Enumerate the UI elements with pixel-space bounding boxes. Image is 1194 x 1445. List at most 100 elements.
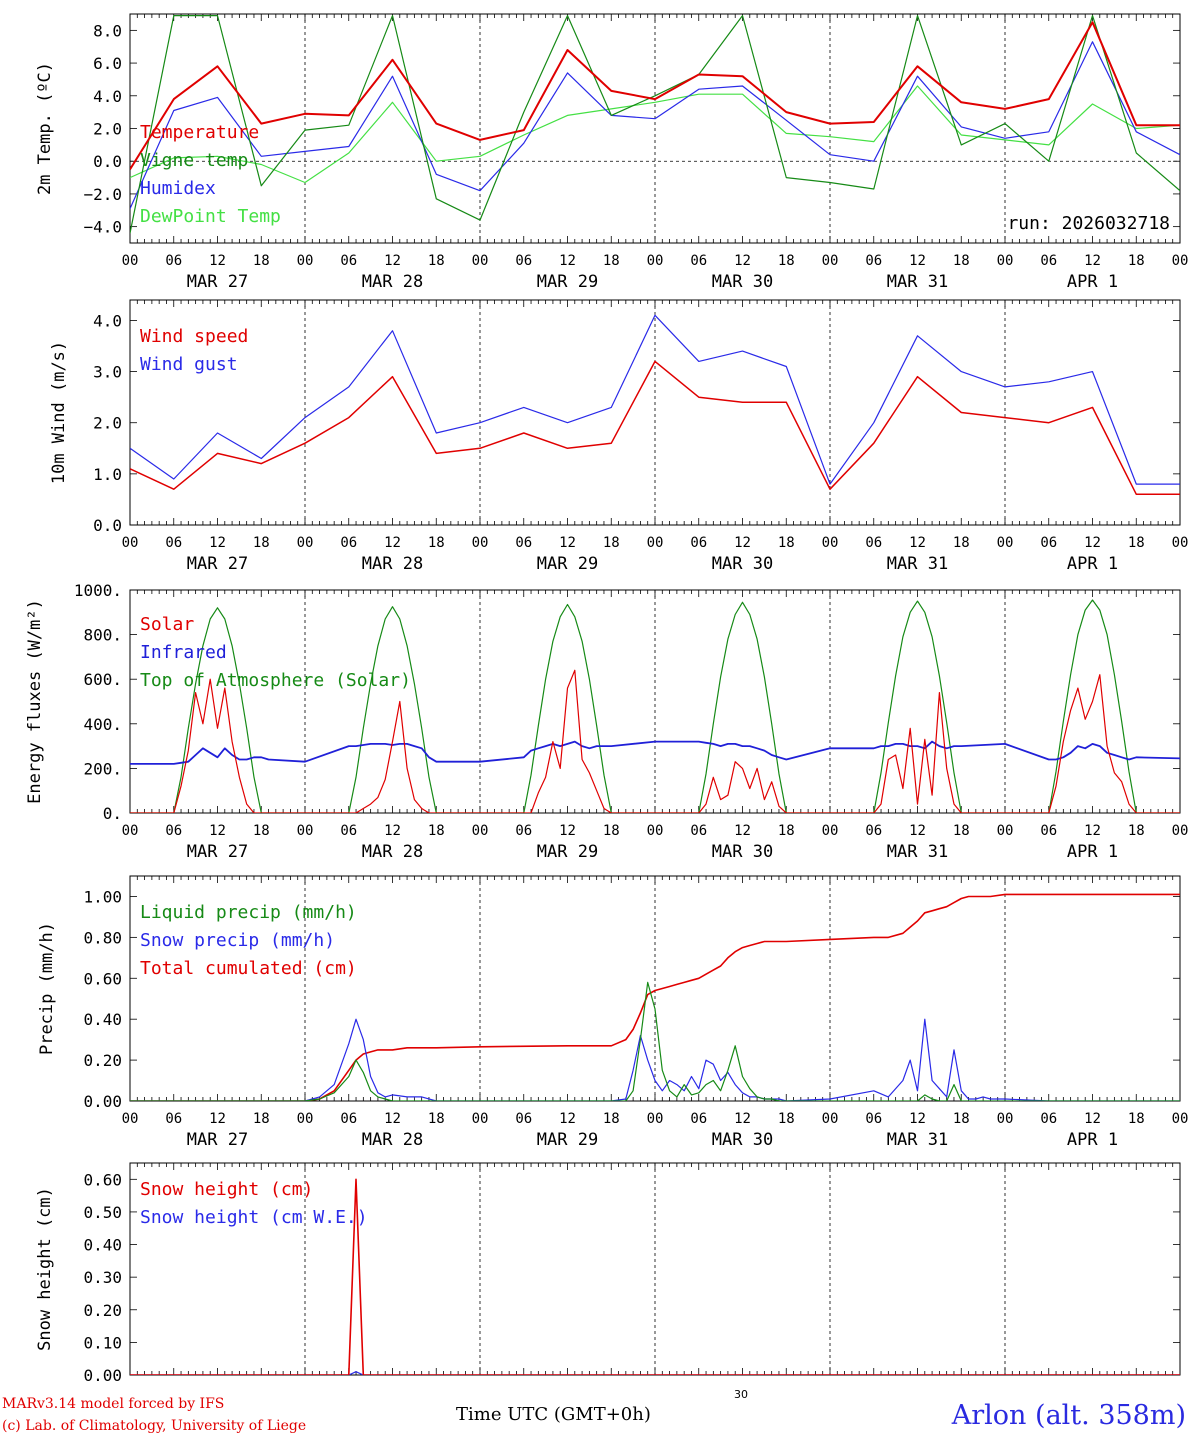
x-hour-label: 12: [734, 1111, 751, 1127]
x-hour-label: 06: [515, 535, 532, 551]
x-hour-label: 06: [340, 1111, 357, 1127]
x-hour-label: 18: [1128, 823, 1145, 839]
legend-entry: Snow height (cm): [140, 1179, 313, 1200]
x-day-label: MAR 28: [362, 1130, 423, 1150]
legend-entry: Temperature: [140, 122, 259, 143]
x-hour-label: 12: [384, 1111, 401, 1127]
x-hour-label: 18: [603, 823, 620, 839]
x-hour-label: 12: [1084, 535, 1101, 551]
x-hour-label: 00: [122, 535, 139, 551]
x-day-label: MAR 29: [537, 272, 598, 292]
series-line-wind-speed: [130, 360, 1180, 496]
x-day-label: MAR 31: [887, 1130, 948, 1150]
y-tick-label: 0.0: [93, 516, 122, 535]
x-day-label: MAR 31: [887, 272, 948, 292]
legend-entry: Vigne temp: [140, 150, 248, 171]
x-hour-label: 06: [865, 1111, 882, 1127]
y-tick-label: 0.: [103, 804, 122, 823]
x-hour-label: 18: [428, 253, 445, 269]
y-tick-label: 1.0: [93, 465, 122, 484]
series-line-snow-height-cm: [130, 1178, 1180, 1375]
x-day-label: MAR 27: [187, 272, 248, 292]
x-hour-label: 12: [1084, 823, 1101, 839]
x-hour-label: 06: [515, 253, 532, 269]
x-hour-label: 06: [1040, 535, 1057, 551]
y-tick-label: 0.0: [93, 152, 122, 171]
x-day-label: MAR 30: [712, 1130, 773, 1150]
x-hour-label: 00: [1172, 1111, 1189, 1127]
x-hour-label: 12: [559, 535, 576, 551]
x-hour-label: 18: [428, 535, 445, 551]
x-day-label: MAR 30: [712, 272, 773, 292]
x-hour-label: 06: [690, 823, 707, 839]
x-hour-label: 00: [647, 253, 664, 269]
x-hour-label: 06: [340, 535, 357, 551]
x-hour-label: 12: [909, 253, 926, 269]
x-hour-label: 18: [253, 823, 270, 839]
x-hour-label: 00: [647, 535, 664, 551]
y-tick-label: 0.80: [83, 928, 122, 947]
x-hour-label: 00: [647, 1111, 664, 1127]
x-day-label: MAR 28: [362, 272, 423, 292]
x-hour-label: 00: [297, 253, 314, 269]
x-hour-label: 18: [603, 1111, 620, 1127]
x-hour-label: 00: [822, 253, 839, 269]
x-hour-label: 06: [515, 823, 532, 839]
y-tick-label: 800.: [83, 626, 122, 645]
legend-entry: Top of Atmosphere (Solar): [140, 670, 411, 691]
x-hour-label: 00: [647, 823, 664, 839]
x-hour-label: 12: [209, 823, 226, 839]
plot-frame: [129, 589, 1181, 814]
series-line-infrared: [130, 740, 1180, 765]
x-hour-label: 06: [865, 253, 882, 269]
legend-entry: Snow precip (mm/h): [140, 930, 335, 951]
legend-entry: Liquid precip (mm/h): [140, 902, 357, 923]
x-hour-label: 00: [472, 823, 489, 839]
x-day-label: APR 1: [1067, 1130, 1118, 1150]
x-day-label: APR 1: [1067, 554, 1118, 574]
x-hour-label: 18: [778, 1111, 795, 1127]
x-day-label: MAR 29: [537, 554, 598, 574]
x-hour-label: 00: [822, 1111, 839, 1127]
x-hour-label: 00: [997, 1111, 1014, 1127]
x-hour-label: 06: [690, 1111, 707, 1127]
x-day-label: MAR 31: [887, 842, 948, 862]
x-hour-label: 06: [515, 1111, 532, 1127]
y-tick-label: 0.50: [83, 1203, 122, 1222]
x-hour-label: 18: [953, 535, 970, 551]
x-day-label: APR 1: [1067, 272, 1118, 292]
x-day-label: MAR 28: [362, 554, 423, 574]
y-tick-label: 0.00: [83, 1092, 122, 1111]
x-hour-label: 18: [253, 535, 270, 551]
model-caption: MARv3.14 model forced by IFS: [2, 1396, 225, 1412]
y-tick-label: 0.30: [83, 1268, 122, 1287]
x-hour-label: 18: [428, 1111, 445, 1127]
x-day-label: APR 1: [1067, 842, 1118, 862]
series-line-humidex: [130, 41, 1180, 209]
series-line-wind-gust: [130, 314, 1180, 485]
x-hour-label: 06: [690, 253, 707, 269]
stray-axis-label: 30: [734, 1388, 748, 1401]
x-hour-label: 18: [778, 535, 795, 551]
x-hour-label: 06: [865, 535, 882, 551]
y-tick-label: 0.20: [83, 1051, 122, 1070]
x-day-label: MAR 31: [887, 554, 948, 574]
x-hour-label: 12: [209, 1111, 226, 1127]
x-hour-label: 18: [953, 823, 970, 839]
legend-entry: Wind gust: [140, 354, 238, 375]
x-hour-label: 00: [997, 253, 1014, 269]
x-hour-label: 12: [734, 823, 751, 839]
y-tick-label: 4.0: [93, 87, 122, 106]
panel-4: 1.00 0.80 0.60 0.40 0.20 0.00 Precip (mm/h) 00 0…: [37, 875, 1189, 1150]
y-tick-label: 3.0: [93, 363, 122, 382]
x-hour-label: 18: [778, 253, 795, 269]
x-hour-label: 06: [340, 823, 357, 839]
legend-entry: Humidex: [140, 178, 216, 199]
y-tick-label: 4.0: [93, 311, 122, 330]
x-day-label: MAR 28: [362, 842, 423, 862]
x-hour-label: 00: [1172, 253, 1189, 269]
y-tick-label: 0.10: [83, 1333, 122, 1352]
x-hour-label: 18: [1128, 253, 1145, 269]
x-hour-label: 00: [297, 1111, 314, 1127]
y-tick-label: 0.20: [83, 1301, 122, 1320]
